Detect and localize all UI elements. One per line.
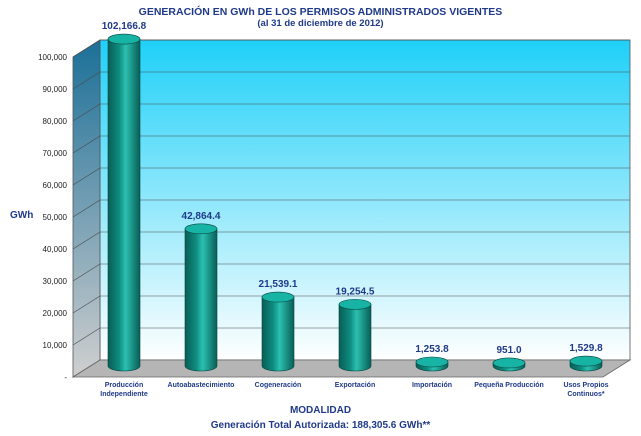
y-tick-label: 70,000 — [43, 149, 68, 158]
category-label: Independiente — [100, 391, 148, 398]
data-label: 42,864.4 — [182, 211, 221, 222]
bar-3 — [338, 299, 372, 372]
gridline-side — [72, 231, 101, 250]
gridline-side — [72, 71, 101, 90]
data-label: 102,166.8 — [102, 21, 147, 32]
y-tick-label: 80,000 — [43, 117, 68, 126]
category-label: Exportación — [335, 382, 375, 389]
bar-body — [261, 296, 295, 372]
y-tick-label: 90,000 — [43, 85, 68, 94]
y-tick-label: 60,000 — [43, 181, 68, 190]
data-label: 1,529.8 — [569, 343, 603, 354]
gridline-side — [72, 199, 101, 218]
bar-top — [261, 291, 295, 303]
bar-5 — [492, 357, 526, 372]
bar-1 — [184, 223, 218, 372]
data-label: 1,253.8 — [415, 344, 449, 355]
category-label: Continuos* — [567, 391, 605, 398]
bar-top — [107, 33, 141, 45]
gridline-side — [72, 103, 101, 122]
y-tick-label: 40,000 — [43, 245, 68, 254]
gridline-side — [72, 263, 101, 282]
chart-title: GENERACIÓN EN GWh DE LOS PERMISOS ADMINI… — [138, 6, 503, 18]
bar-top — [184, 223, 218, 235]
data-label: 19,254.5 — [336, 286, 375, 297]
bar-top — [338, 299, 372, 310]
gridline-side — [72, 135, 101, 154]
y-tick-label: 30,000 — [43, 277, 68, 286]
bar-4 — [415, 356, 449, 372]
category-label: Producción — [105, 382, 144, 389]
bar-top — [492, 357, 526, 369]
x-axis-label: MODALIDAD — [289, 405, 352, 416]
gridline-side — [72, 39, 101, 58]
gridline-side — [72, 327, 101, 346]
y-tick-label: 50,000 — [43, 213, 68, 222]
bar-body — [184, 228, 218, 372]
gridline-side — [72, 167, 101, 186]
bar-body — [107, 38, 141, 372]
y-tick-label: - — [64, 373, 67, 382]
category-label: Autoabastecimiento — [168, 382, 235, 389]
y-axis-label: GWh — [10, 210, 34, 221]
data-label: 21,539.1 — [259, 279, 298, 290]
gridline-side — [72, 295, 101, 314]
bar-top — [415, 356, 449, 368]
chart-subtitle: (al 31 de diciembre de 2012) — [257, 18, 384, 29]
bar-2 — [261, 291, 295, 372]
bar-body — [338, 304, 372, 372]
y-tick-label: 100,000 — [38, 53, 67, 62]
y-tick-label: 20,000 — [43, 309, 68, 318]
bar-top — [569, 355, 603, 367]
data-label: 951.0 — [496, 345, 521, 356]
category-label: Pequeña Producción — [474, 382, 544, 389]
y-tick-label: 10,000 — [43, 341, 68, 350]
category-label: Usos Propios — [563, 382, 608, 389]
category-label: Cogeneración — [255, 382, 302, 389]
bar-6 — [569, 355, 603, 372]
footer-total: Generación Total Autorizada: 188,305.6 G… — [210, 420, 431, 431]
bar-0 — [107, 33, 141, 372]
category-label: Importación — [412, 382, 452, 389]
